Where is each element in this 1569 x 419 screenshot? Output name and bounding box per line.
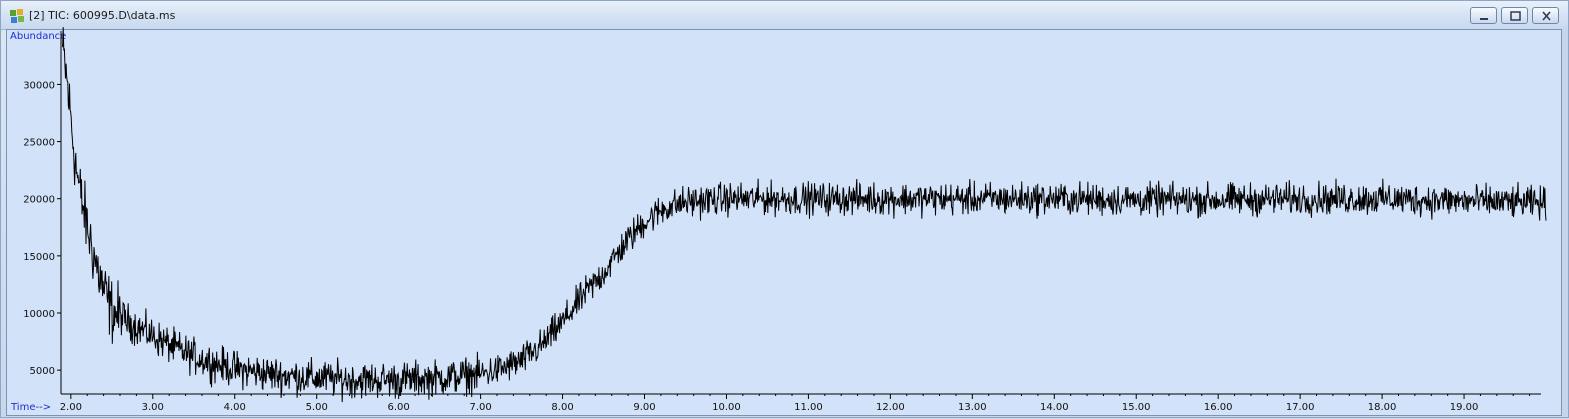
plot-area[interactable] — [6, 29, 1562, 416]
x-tick-label: 9.00 — [633, 402, 655, 413]
x-tick-label: 18.00 — [1368, 402, 1397, 413]
y-tick-label: 10000 — [23, 309, 55, 320]
maximize-button[interactable] — [1501, 7, 1528, 24]
tic-trace-line — [62, 27, 1547, 403]
x-tick-label: 10.00 — [712, 402, 741, 413]
x-tick-label: 13.00 — [958, 402, 987, 413]
window-title: [2] TIC: 600995.D\data.ms — [29, 9, 176, 22]
x-axis-label: Time--> — [10, 402, 51, 413]
close-icon — [1542, 11, 1551, 21]
y-tick-label: 5000 — [30, 366, 55, 377]
x-tick-label: 2.00 — [60, 402, 82, 413]
y-tick-label: 25000 — [23, 138, 55, 149]
x-tick-label: 6.00 — [388, 402, 410, 413]
x-tick-label: 5.00 — [306, 402, 328, 413]
maximize-icon — [1510, 11, 1521, 21]
minimize-button[interactable] — [1470, 7, 1497, 24]
y-tick-label: 20000 — [23, 195, 55, 206]
window-edge — [1562, 29, 1568, 416]
x-tick-label: 17.00 — [1286, 402, 1315, 413]
close-button[interactable] — [1532, 7, 1559, 24]
chromatogram-app-icon — [10, 9, 24, 23]
x-tick-label: 7.00 — [469, 402, 491, 413]
x-tick-label: 16.00 — [1204, 402, 1233, 413]
x-tick-label: 12.00 — [876, 402, 905, 413]
x-tick-label: 3.00 — [142, 402, 164, 413]
x-tick-label: 11.00 — [794, 402, 823, 413]
y-axis-label: Abundance — [10, 31, 66, 42]
minimize-icon — [1480, 18, 1488, 20]
x-tick-label: 15.00 — [1122, 402, 1151, 413]
x-tick-label: 8.00 — [551, 402, 573, 413]
x-tick-label: 4.00 — [224, 402, 246, 413]
x-tick-label: 19.00 — [1450, 402, 1479, 413]
y-tick-label: 15000 — [23, 252, 55, 263]
y-tick-label: 30000 — [23, 80, 55, 91]
x-tick-label: 14.00 — [1040, 402, 1069, 413]
